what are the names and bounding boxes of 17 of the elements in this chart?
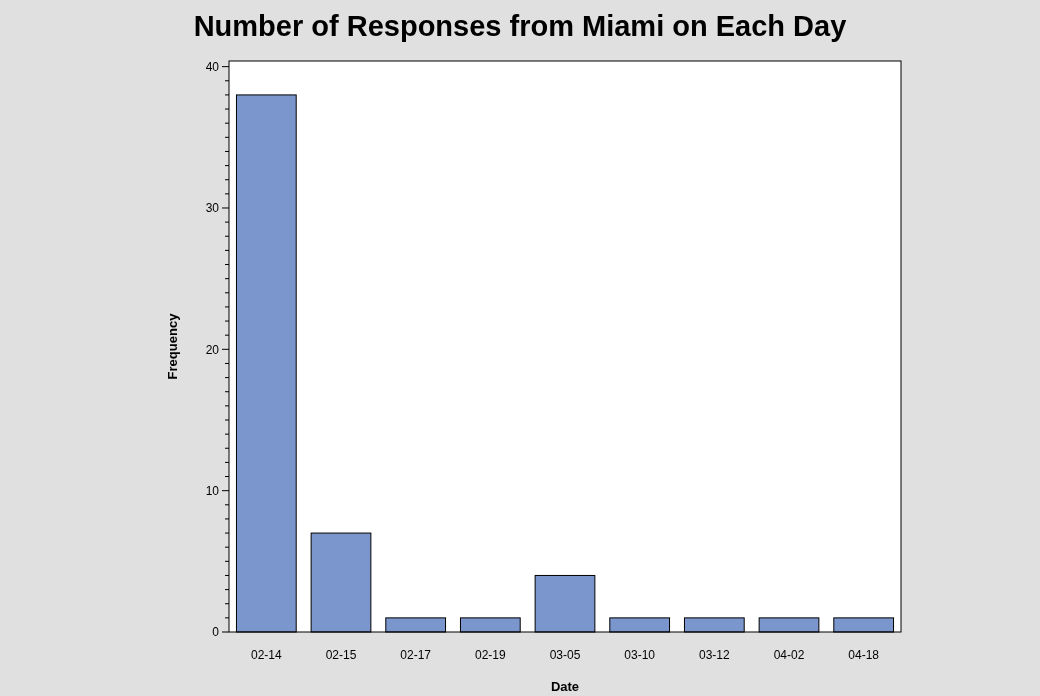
y-tick-label: 10: [205, 483, 220, 498]
x-tick-label: 02-19: [474, 648, 506, 662]
x-tick-label: 03-05: [549, 648, 581, 662]
y-tick-label: 30: [205, 201, 220, 216]
x-axis-title: Date: [550, 679, 580, 694]
y-tick-label: 40: [205, 59, 220, 74]
y-axis-title: Frequency: [165, 312, 180, 380]
chart-title: Number of Responses from Miami on Each Day: [193, 10, 847, 42]
y-tick-label: 20: [205, 342, 220, 357]
x-tick-label: 02-17: [400, 648, 432, 662]
x-tick-label: 04-18: [848, 648, 880, 662]
x-tick-label: 03-12: [698, 648, 730, 662]
y-tick-label: 0: [212, 625, 220, 640]
x-tick-label: 02-14: [250, 648, 282, 662]
x-tick-label: 02-15: [325, 648, 357, 662]
x-tick-label: 04-02: [773, 648, 805, 662]
x-tick-label: 03-10: [624, 648, 656, 662]
